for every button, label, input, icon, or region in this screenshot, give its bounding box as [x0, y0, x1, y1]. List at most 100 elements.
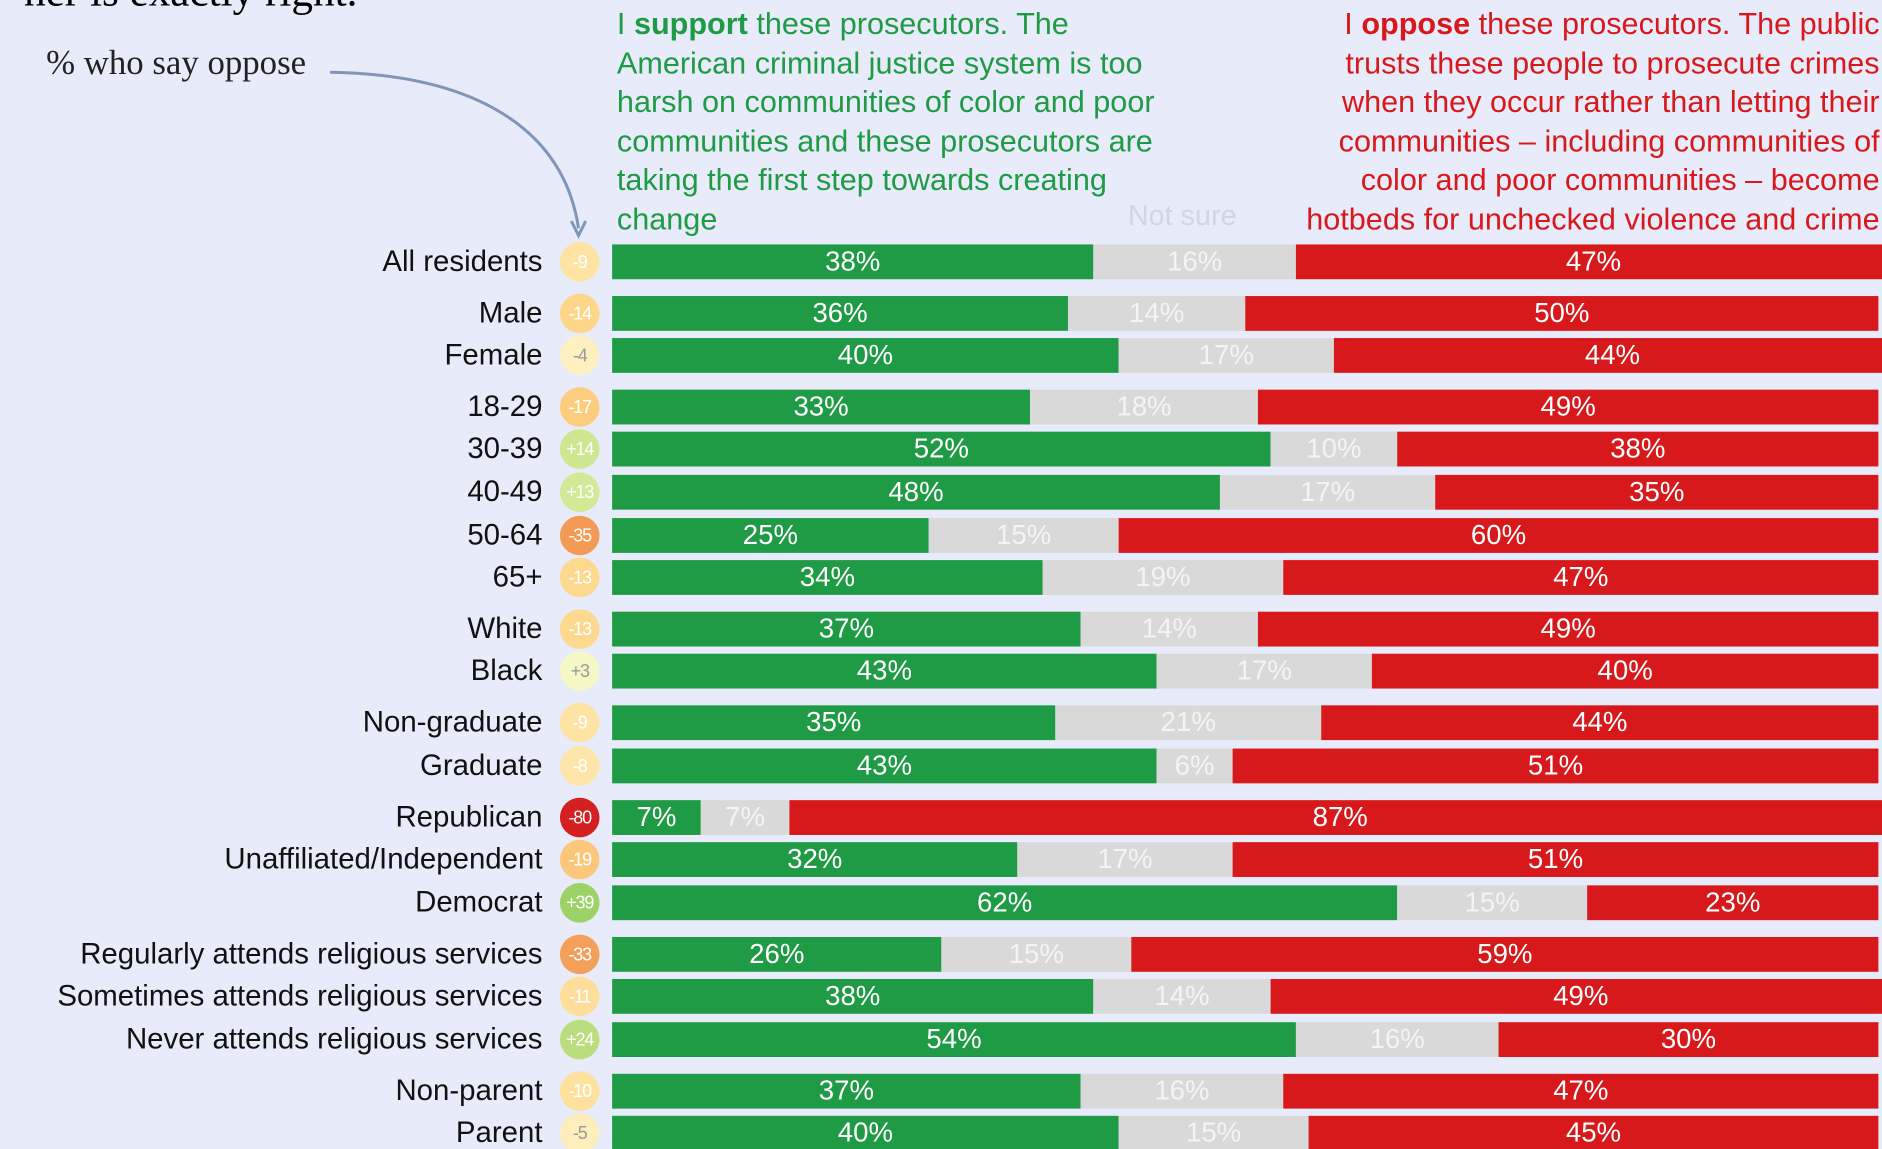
- category-label: White: [467, 612, 542, 645]
- net-circle: [559, 515, 600, 556]
- value-label: 21%: [1161, 706, 1216, 737]
- category-label: 30-39: [467, 432, 542, 465]
- net-label: +3: [571, 661, 590, 681]
- value-label: 40%: [1598, 655, 1653, 686]
- net-circle: [559, 797, 600, 838]
- bar-segment: [612, 653, 1157, 689]
- bar-segment: [1397, 885, 1588, 921]
- value-label: 14%: [1142, 613, 1197, 644]
- net-label: -4: [573, 345, 588, 365]
- value-label: 6%: [1175, 749, 1215, 780]
- value-label: 40%: [838, 339, 893, 370]
- value-label: 32%: [787, 843, 842, 874]
- value-label: 14%: [1129, 297, 1184, 328]
- net-label: -19: [569, 850, 593, 870]
- category-label: 50-64: [467, 518, 542, 551]
- value-label: 38%: [825, 980, 880, 1011]
- value-label: 37%: [819, 1075, 874, 1106]
- chart-title: her is exactly right.: [24, 0, 357, 15]
- value-label: 7%: [725, 801, 765, 832]
- net-label: +14: [566, 439, 594, 459]
- note-text: I: [1344, 7, 1362, 41]
- bar-segment: [1397, 431, 1879, 467]
- net-label: -13: [569, 619, 593, 639]
- bar-segment: [612, 748, 1157, 784]
- bar-segment: [1080, 611, 1258, 647]
- value-label: 48%: [888, 476, 943, 507]
- bar-segment: [612, 800, 701, 835]
- net-circle: [559, 293, 600, 334]
- value-label: 49%: [1541, 613, 1596, 644]
- bar-segment: [612, 296, 1068, 331]
- net-circle: [559, 242, 600, 282]
- bar-segment: [1295, 1022, 1499, 1058]
- bar-segment: [612, 560, 1043, 595]
- bar-segment: [1067, 296, 1246, 331]
- category-label: Unaffiliated/Independent: [224, 843, 542, 876]
- category-label: 40-49: [467, 475, 542, 508]
- bar-segment: [1257, 611, 1879, 647]
- bar-segment: [1295, 244, 1882, 280]
- value-label: 30%: [1661, 1023, 1716, 1054]
- value-label: 44%: [1572, 706, 1627, 737]
- net-circle: [559, 1113, 600, 1149]
- bar-segment: [612, 244, 1094, 280]
- value-label: 26%: [749, 938, 804, 969]
- bar-segment: [1093, 244, 1296, 280]
- bar-segment: [612, 611, 1081, 647]
- value-label: 62%: [977, 886, 1032, 917]
- category-label: Democrat: [415, 886, 542, 919]
- value-label: 35%: [806, 706, 861, 737]
- value-label: 54%: [926, 1023, 981, 1054]
- bar-segment: [1055, 705, 1322, 741]
- bar-segment: [1118, 1115, 1309, 1149]
- value-label: 40%: [838, 1117, 893, 1148]
- value-label: 51%: [1528, 749, 1583, 780]
- bar-segment: [1232, 842, 1879, 877]
- net-label: % who say oppose: [46, 43, 306, 82]
- bar-segment: [1080, 1073, 1284, 1109]
- value-label: 10%: [1306, 433, 1361, 464]
- oppose-note-box: I oppose these prosecutors. The public t…: [1306, 7, 1880, 237]
- value-label: 59%: [1477, 938, 1532, 969]
- bar-segment: [1219, 474, 1436, 510]
- bar-segment: [1308, 1115, 1879, 1149]
- net-label: -14: [569, 303, 593, 323]
- bar-segment: [1321, 705, 1879, 741]
- net-label: -8: [573, 756, 588, 776]
- bar-segment: [1498, 1022, 1879, 1058]
- bar-segment: [612, 389, 1030, 425]
- bar-segment: [700, 800, 790, 835]
- value-label: 43%: [857, 749, 912, 780]
- note-bold: support: [633, 7, 748, 41]
- bar-segment: [1283, 1073, 1879, 1109]
- value-label: 7%: [637, 801, 677, 832]
- category-label: Regularly attends religious services: [80, 937, 542, 970]
- note-bold: oppose: [1361, 7, 1471, 41]
- category-label: Non-graduate: [363, 706, 543, 739]
- category-label: Male: [479, 296, 543, 329]
- value-label: 50%: [1534, 297, 1589, 328]
- category-label: Black: [471, 654, 543, 687]
- bar-segment: [1435, 474, 1879, 510]
- value-label: 38%: [1610, 433, 1665, 464]
- category-label: 65+: [493, 560, 543, 593]
- net-label: +24: [566, 1030, 594, 1050]
- note-text: these prosecutors. The public trusts the…: [1306, 7, 1880, 237]
- net-label: -17: [569, 397, 593, 417]
- value-label: 33%: [793, 391, 848, 422]
- net-label: -9: [573, 252, 588, 272]
- value-label: 87%: [1313, 801, 1368, 832]
- net-label: -11: [569, 986, 591, 1006]
- bar-segment: [612, 1073, 1081, 1109]
- category-label: Never attends religious services: [126, 1023, 543, 1056]
- net-label: +13: [566, 482, 594, 502]
- net-label: -13: [569, 567, 593, 587]
- bar-segment: [612, 1115, 1119, 1149]
- net-label: -5: [573, 1123, 588, 1143]
- net-circle: [559, 557, 600, 598]
- category-label: Female: [444, 338, 542, 371]
- value-label: 23%: [1705, 886, 1760, 917]
- net-circle: [559, 934, 600, 975]
- net-circle: [559, 472, 600, 513]
